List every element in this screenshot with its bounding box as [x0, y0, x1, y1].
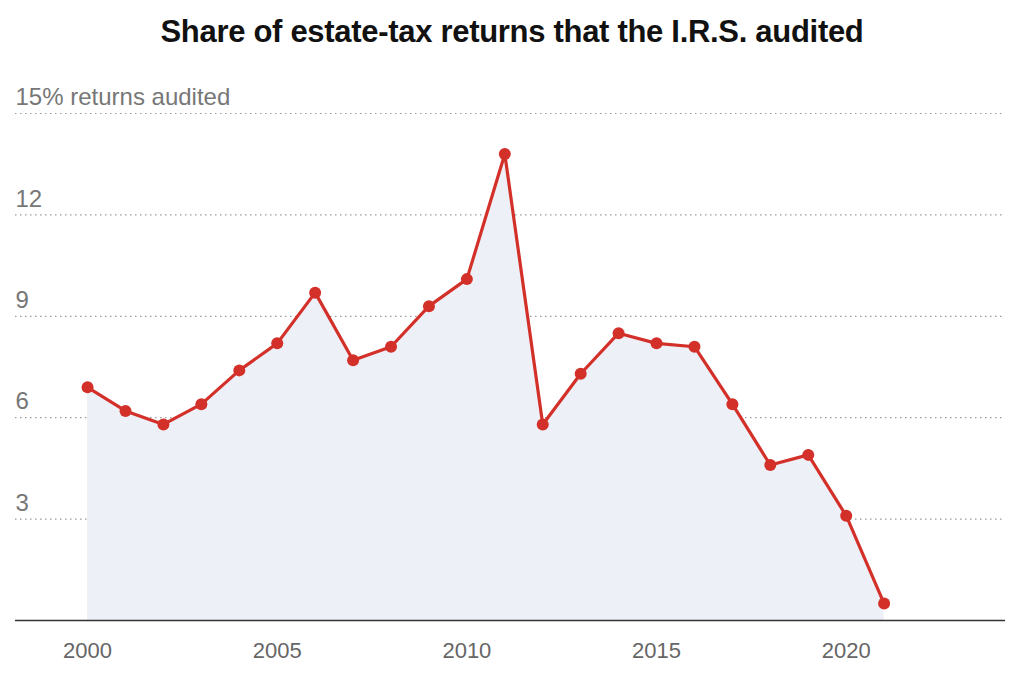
- svg-text:9: 9: [16, 286, 29, 313]
- svg-text:3: 3: [16, 489, 29, 516]
- svg-text:2005: 2005: [253, 638, 302, 663]
- svg-text:2000: 2000: [63, 638, 112, 663]
- svg-text:6: 6: [16, 387, 29, 414]
- svg-text:2020: 2020: [822, 638, 871, 663]
- html-text:Share of estate-tax returns th: Share of estate-tax returns that the I.R…: [160, 14, 864, 49]
- svg-text:2015: 2015: [632, 638, 681, 663]
- svg-text:12: 12: [16, 185, 43, 212]
- svg-text:2010: 2010: [442, 638, 491, 663]
- svg-text:15% returns audited: 15% returns audited: [16, 83, 231, 110]
